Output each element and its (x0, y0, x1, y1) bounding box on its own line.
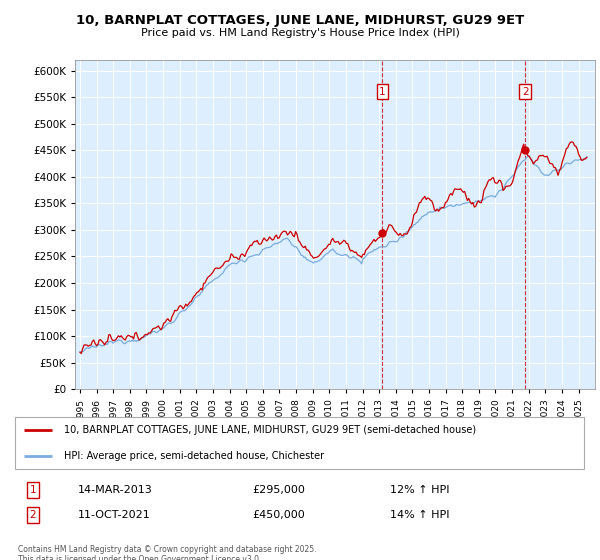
Text: 2: 2 (522, 87, 529, 97)
Text: 14-MAR-2013: 14-MAR-2013 (78, 485, 153, 495)
Text: £295,000: £295,000 (252, 485, 305, 495)
Text: Price paid vs. HM Land Registry's House Price Index (HPI): Price paid vs. HM Land Registry's House … (140, 28, 460, 38)
Text: 1: 1 (379, 87, 386, 97)
Bar (382, 60, 525, 97)
Text: 11-OCT-2021: 11-OCT-2021 (78, 510, 151, 520)
Text: £450,000: £450,000 (252, 510, 305, 520)
Text: 10, BARNPLAT COTTAGES, JUNE LANE, MIDHURST, GU29 9ET (semi-detached house): 10, BARNPLAT COTTAGES, JUNE LANE, MIDHUR… (64, 425, 476, 435)
Text: Contains HM Land Registry data © Crown copyright and database right 2025.
This d: Contains HM Land Registry data © Crown c… (18, 545, 317, 560)
Text: 10, BARNPLAT COTTAGES, JUNE LANE, MIDHURST, GU29 9ET: 10, BARNPLAT COTTAGES, JUNE LANE, MIDHUR… (76, 14, 524, 27)
Text: 2: 2 (29, 510, 37, 520)
Text: 1: 1 (29, 485, 37, 495)
Text: HPI: Average price, semi-detached house, Chichester: HPI: Average price, semi-detached house,… (64, 451, 324, 461)
Text: 12% ↑ HPI: 12% ↑ HPI (390, 485, 449, 495)
Text: 14% ↑ HPI: 14% ↑ HPI (390, 510, 449, 520)
FancyBboxPatch shape (15, 417, 584, 469)
